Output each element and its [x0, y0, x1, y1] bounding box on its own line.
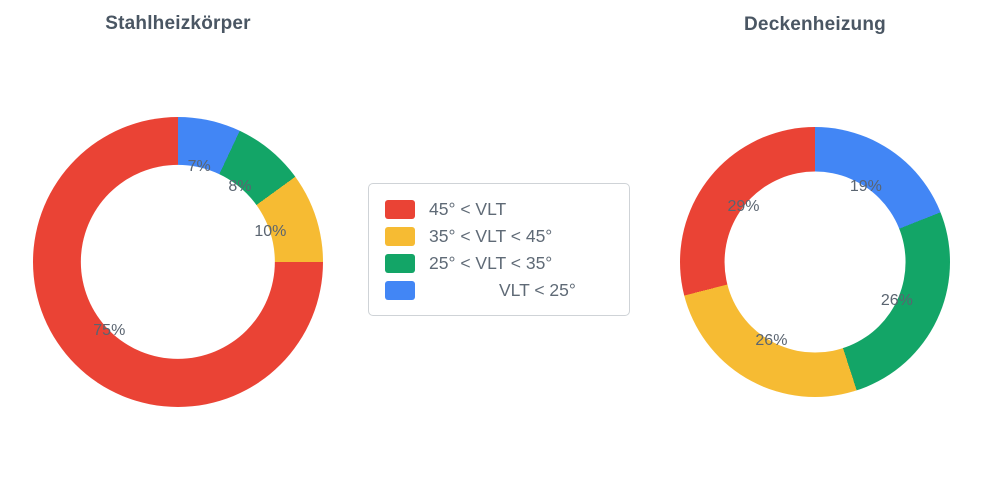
donut-chart-deckenheizung: 19% 26% 26% 29% [680, 127, 950, 397]
donut-chart-stahlheizkoerper: 7% 8% 10% 75% [33, 117, 323, 407]
legend-swatch-yellow [385, 226, 415, 246]
slice-percent-label: 29% [727, 197, 760, 215]
chart-title-stahlheizkoerper: Stahlheizkörper [105, 13, 251, 34]
legend-swatch-red [385, 199, 415, 219]
slice-percent-label: 75% [93, 321, 126, 339]
legend-item: 35° < VLT < 45° [385, 223, 613, 249]
legend: 45° < VLT 35° < VLT < 45° 25° < VLT < 35… [368, 183, 630, 316]
slice-percent-label: 19% [849, 178, 882, 196]
legend-swatch-green [385, 253, 415, 273]
donut-hole [80, 164, 276, 360]
slice-percent-label: 7% [187, 158, 211, 176]
slice-percent-label: 26% [880, 291, 913, 309]
chart-title-deckenheizung: Deckenheizung [744, 14, 886, 35]
legend-label: 35° < VLT < 45° [429, 225, 553, 246]
legend-item: VLT < 25° [385, 277, 613, 303]
slice-percent-label: 8% [228, 178, 252, 196]
legend-item: 45° < VLT [385, 196, 613, 222]
legend-swatch-blue [385, 280, 415, 300]
donut-hole [724, 171, 906, 353]
legend-label: 45° < VLT [429, 198, 507, 219]
slice-percent-label: 26% [755, 332, 788, 350]
legend-item: 25° < VLT < 35° [385, 250, 613, 276]
slice-percent-label: 10% [254, 222, 287, 240]
legend-label: 25° < VLT < 35° [429, 252, 553, 273]
legend-label: VLT < 25° [499, 279, 576, 300]
